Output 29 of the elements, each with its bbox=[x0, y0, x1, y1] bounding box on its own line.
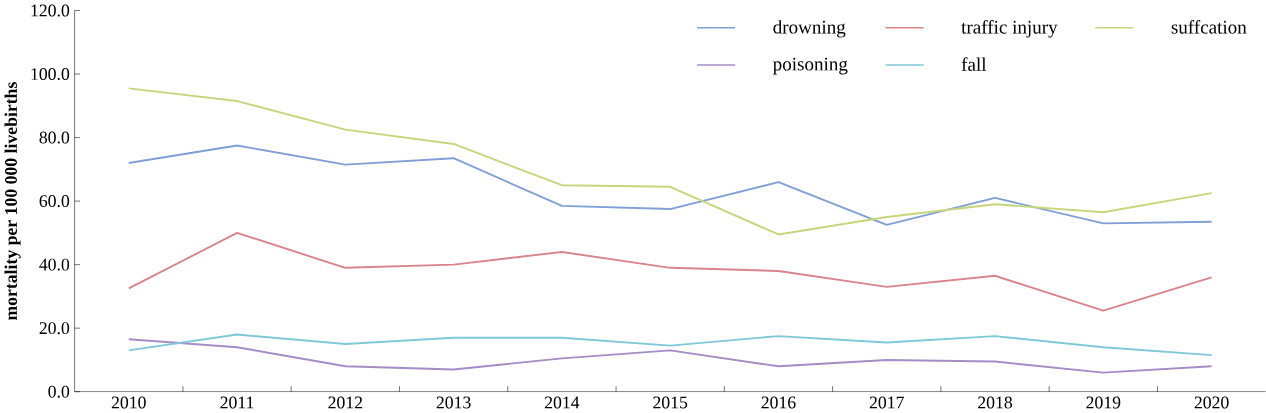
y-tick-label: 40.0 bbox=[39, 258, 70, 271]
x-tick-label: 2012 bbox=[328, 396, 363, 409]
y-tick-label: 20.0 bbox=[39, 322, 70, 335]
legend-label: suffcation bbox=[1171, 20, 1247, 34]
legend-label: poisoning bbox=[773, 57, 848, 75]
x-tick-label: 2018 bbox=[978, 396, 1013, 409]
x-tick-label: 2010 bbox=[111, 396, 146, 409]
x-tick-label: 2011 bbox=[220, 396, 254, 409]
y-tick-label: 60.0 bbox=[39, 195, 70, 208]
x-tick-label: 2016 bbox=[761, 396, 796, 409]
y-tick-label: 0.0 bbox=[48, 385, 70, 398]
legend-label: fall bbox=[961, 57, 987, 71]
line-series bbox=[127, 338, 1213, 374]
line-series bbox=[127, 87, 1213, 236]
x-tick-label: 2015 bbox=[653, 396, 688, 409]
y-tick-label: 80.0 bbox=[39, 131, 70, 144]
y-axis-title: mortality per 100 000 livebirths bbox=[4, 82, 21, 321]
y-tick-label: 100.0 bbox=[31, 68, 70, 81]
x-tick-label: 2017 bbox=[869, 396, 904, 409]
line-series bbox=[127, 333, 1213, 357]
x-tick-label: 2019 bbox=[1086, 396, 1121, 409]
legend-label: traffic injury bbox=[961, 20, 1058, 38]
x-tick-label: 2020 bbox=[1194, 396, 1229, 409]
x-tick-label: 2014 bbox=[544, 396, 580, 409]
y-tick-label: 120.0 bbox=[31, 4, 70, 17]
line-series bbox=[127, 231, 1213, 312]
line-series bbox=[127, 144, 1213, 226]
x-tick-label: 2013 bbox=[436, 396, 471, 409]
legend-label: drowning bbox=[773, 20, 846, 38]
